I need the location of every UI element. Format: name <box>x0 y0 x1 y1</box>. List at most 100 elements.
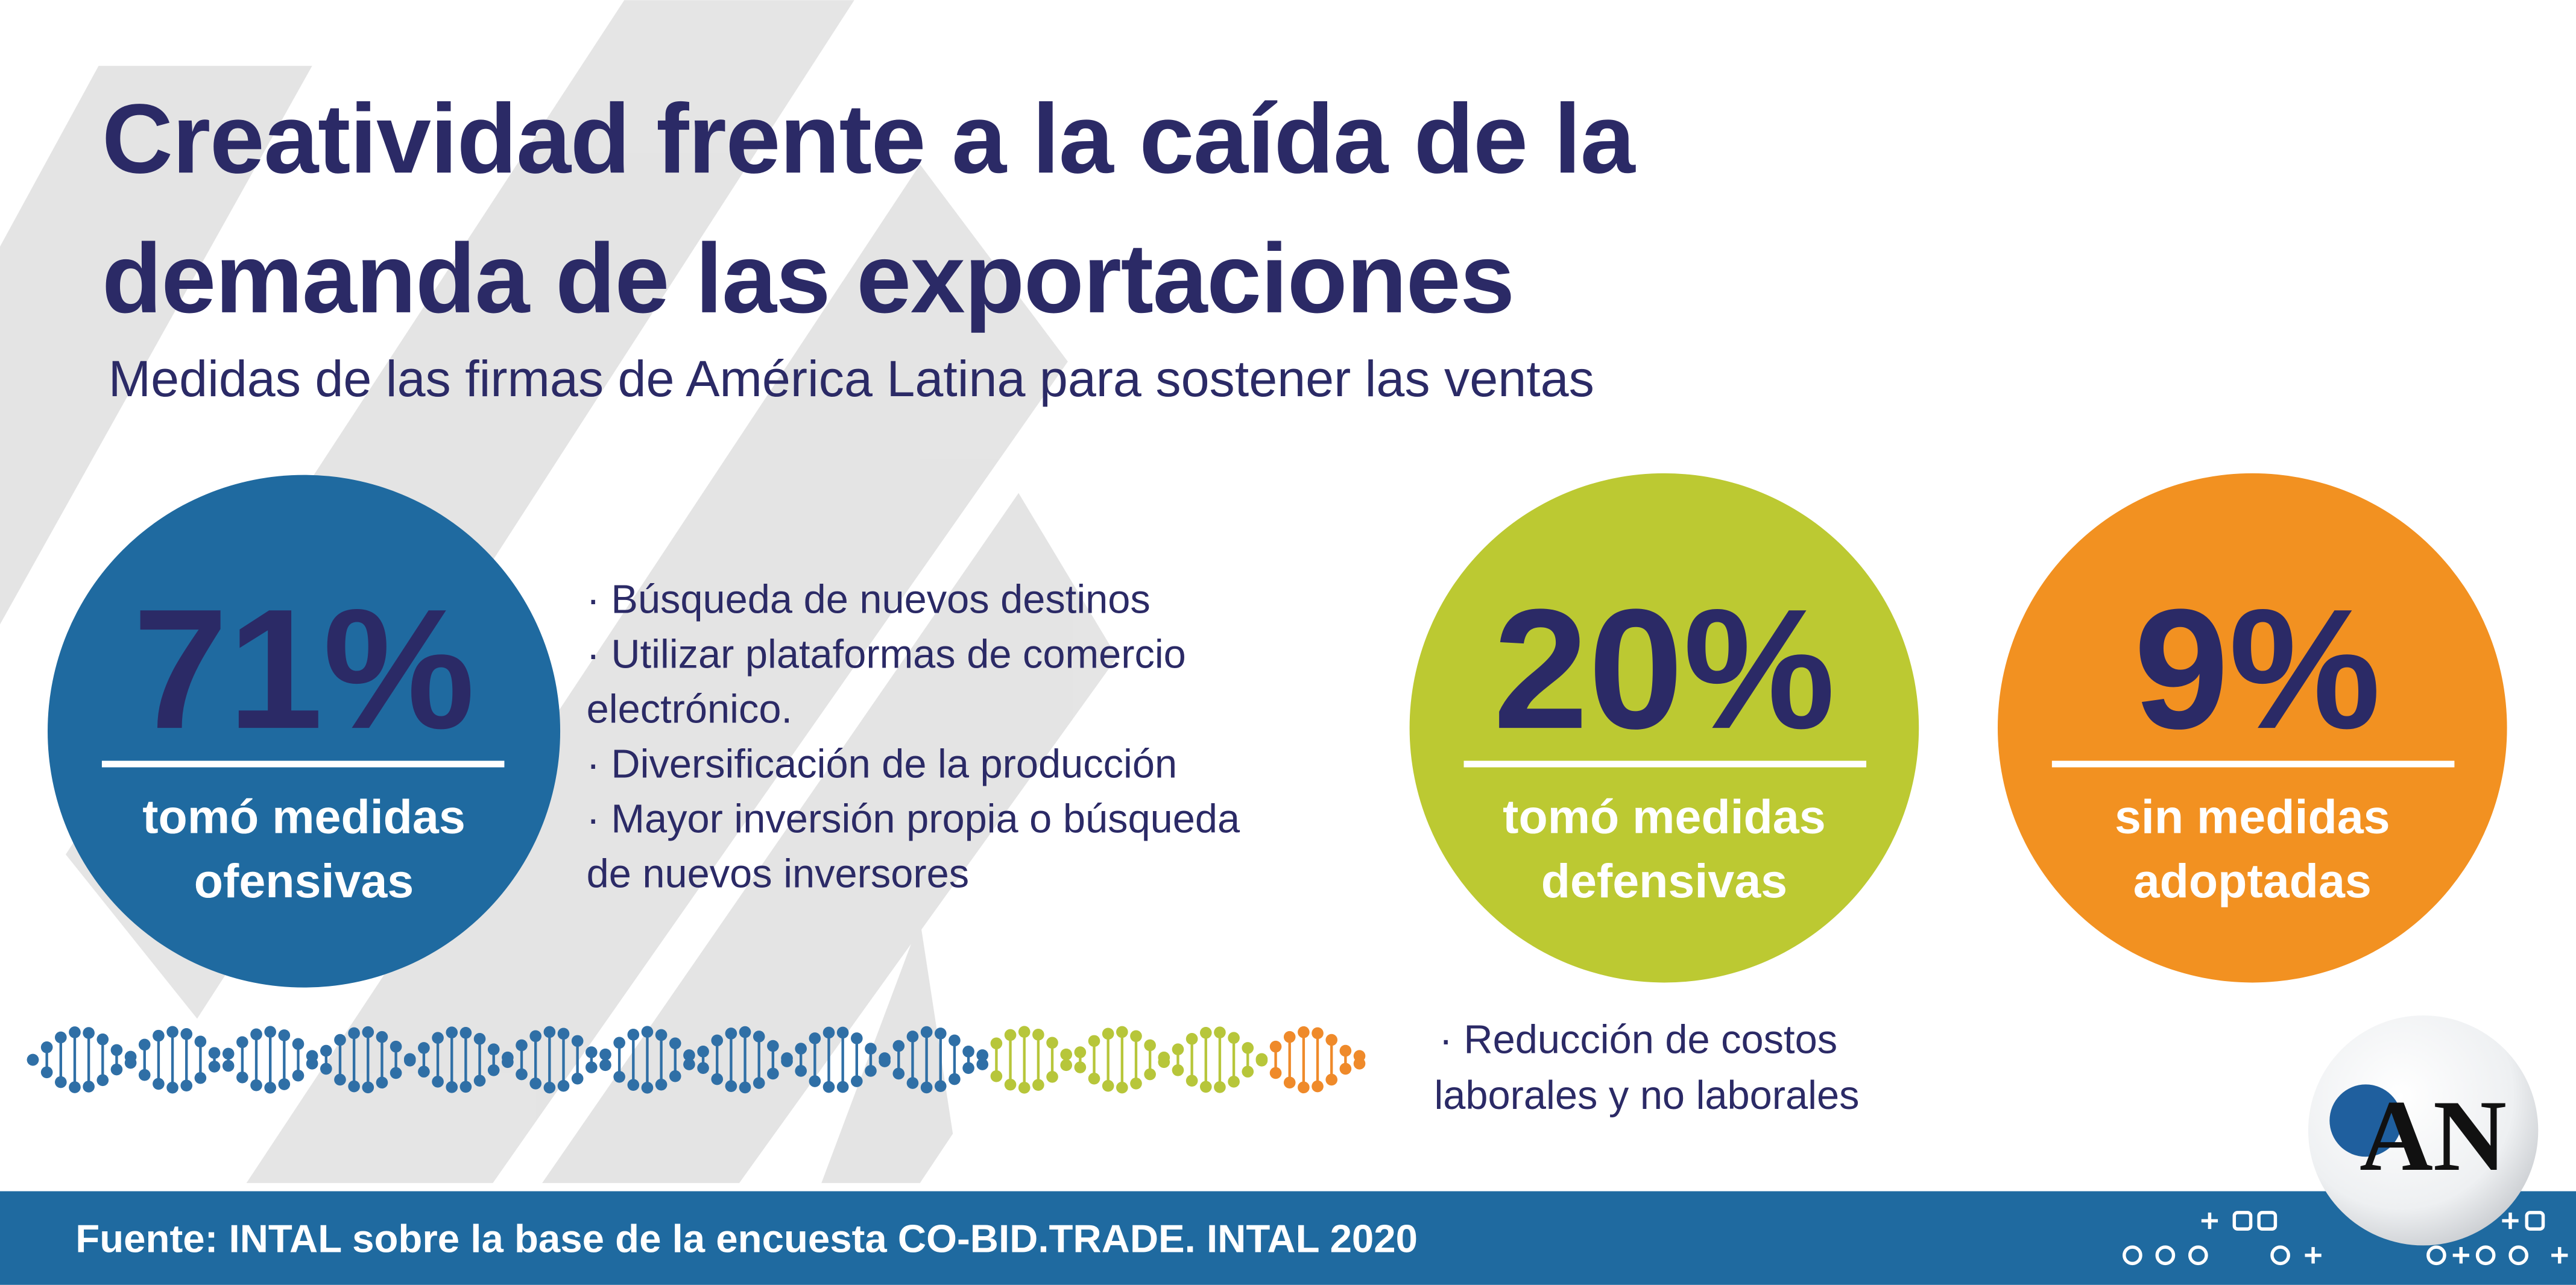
dna-node <box>641 1026 654 1038</box>
stat-value: 71% <box>133 573 475 765</box>
circle-icon <box>2123 1245 2142 1266</box>
dna-node <box>153 1029 165 1042</box>
dna-node <box>934 1080 947 1092</box>
dna-node <box>1339 1044 1352 1057</box>
measure-line: laborales y no laborales <box>1434 1073 1859 1118</box>
dna-node <box>1214 1081 1226 1093</box>
dna-node <box>836 1026 849 1039</box>
dna-node <box>599 1059 611 1072</box>
dna-node <box>920 1026 933 1038</box>
dna-node <box>1102 1079 1114 1092</box>
dna-node <box>557 1028 570 1040</box>
stat-value: 20% <box>1493 573 1835 765</box>
dna-node <box>1283 1031 1296 1043</box>
dna-node <box>1325 1034 1338 1046</box>
dna-node <box>446 1026 458 1038</box>
logo-text: AN <box>2360 1079 2507 1192</box>
dna-node <box>390 1067 402 1079</box>
dna-node <box>599 1048 611 1061</box>
dna-node <box>655 1078 668 1091</box>
square-icon <box>2257 1211 2278 1231</box>
stat-value: 9% <box>2134 573 2381 765</box>
dna-node <box>836 1081 849 1093</box>
dna-node <box>795 1065 807 1077</box>
dna-node <box>1269 1067 1282 1079</box>
dna-node <box>655 1029 668 1041</box>
subtitle: Medidas de las firmas de América Latina … <box>109 350 1594 407</box>
title-line: demanda de las exportaciones <box>102 223 1514 333</box>
dna-node <box>1185 1033 1198 1045</box>
logo-globe <box>2329 1084 2402 1157</box>
dna-node <box>236 1036 248 1049</box>
dna-node <box>851 1075 863 1087</box>
dna-node <box>1018 1082 1031 1094</box>
dna-node <box>1255 1054 1268 1067</box>
dna-node <box>292 1038 305 1050</box>
dna-node <box>96 1074 109 1087</box>
dna-node <box>334 1034 346 1046</box>
dna-node <box>865 1043 877 1055</box>
dna-node <box>40 1041 53 1053</box>
footer-bar <box>0 1191 2576 1285</box>
dna-node <box>725 1028 737 1040</box>
dna-node <box>110 1063 123 1076</box>
measure-line: · Mayor inversión propia o búsqueda <box>587 797 1240 841</box>
dna-node <box>627 1029 640 1041</box>
dna-node <box>879 1055 891 1067</box>
dna-node <box>1172 1064 1184 1076</box>
circle-icon <box>2426 1245 2446 1266</box>
circle-icon <box>2270 1245 2290 1266</box>
defensive-list: · Reducción de costos laborales y no labo… <box>1434 1018 1859 1119</box>
dna-node <box>683 1049 695 1061</box>
dna-node <box>1130 1030 1142 1043</box>
dna-node <box>138 1069 151 1081</box>
dna-node <box>376 1031 388 1043</box>
dna-node <box>529 1077 541 1090</box>
dna-node <box>473 1075 486 1087</box>
dna-node <box>487 1064 500 1076</box>
dna-node <box>54 1031 67 1044</box>
dna-node <box>1185 1075 1198 1087</box>
dna-node <box>571 1035 584 1047</box>
dna-node <box>1353 1050 1366 1062</box>
dna-node <box>613 1037 625 1049</box>
dna-node <box>892 1067 905 1080</box>
dna-node <box>418 1066 430 1078</box>
dna-node <box>459 1081 472 1093</box>
dna-node <box>250 1028 262 1041</box>
dna-node <box>306 1050 318 1062</box>
dna-node <box>110 1044 123 1056</box>
dna-node <box>571 1072 584 1085</box>
circle-icon <box>2508 1245 2528 1266</box>
dna-node <box>180 1028 193 1040</box>
dna-node <box>54 1076 67 1088</box>
dna-node <box>753 1077 765 1089</box>
dna-node <box>446 1081 458 1093</box>
dna-node <box>69 1081 81 1093</box>
dna-node <box>865 1065 877 1077</box>
dna-node <box>739 1026 751 1038</box>
dna-node <box>529 1030 541 1043</box>
dna-node <box>892 1040 905 1052</box>
dna-node <box>1060 1048 1073 1061</box>
dna-node <box>697 1062 709 1075</box>
dna-node <box>69 1026 81 1038</box>
dna-node <box>669 1070 681 1082</box>
dna-node <box>348 1080 360 1093</box>
stat-label: ofensivas <box>194 854 414 908</box>
dna-node <box>83 1081 95 1093</box>
dna-node <box>934 1028 947 1040</box>
stripe <box>542 493 1117 1183</box>
dna-node <box>627 1079 640 1091</box>
dna-node <box>194 1072 207 1084</box>
dna-node <box>949 1073 961 1085</box>
measure-line: · Búsqueda de nuevos destinos <box>587 577 1151 622</box>
dna-node <box>1269 1040 1282 1053</box>
dna-node <box>194 1035 207 1048</box>
dna-node <box>781 1055 793 1067</box>
dna-node <box>920 1081 933 1094</box>
dna-node <box>795 1043 807 1055</box>
dna-node <box>208 1047 221 1059</box>
dna-node <box>222 1047 235 1060</box>
circle-icon <box>2155 1245 2176 1266</box>
